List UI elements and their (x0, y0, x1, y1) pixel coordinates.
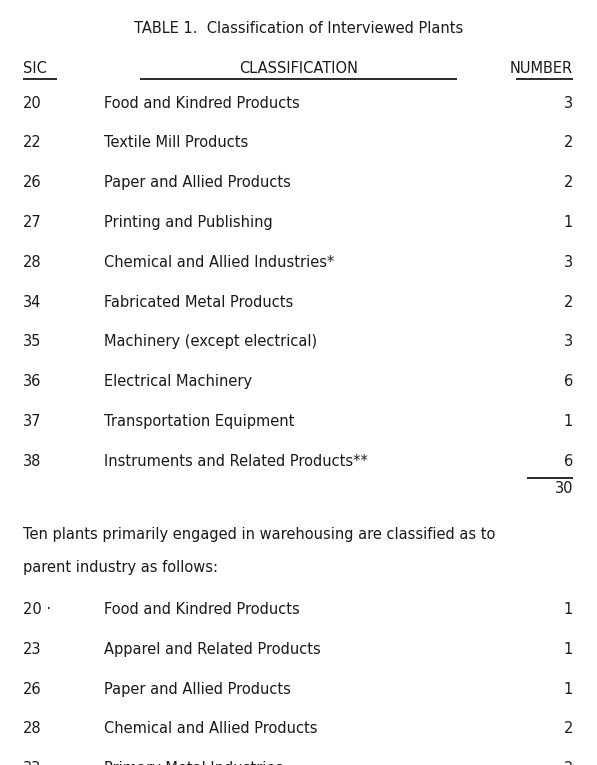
Text: Fabricated Metal Products: Fabricated Metal Products (104, 295, 294, 310)
Text: 28: 28 (23, 255, 41, 270)
Text: 6: 6 (564, 374, 573, 389)
Text: TABLE 1.  Classification of Interviewed Plants: TABLE 1. Classification of Interviewed P… (134, 21, 463, 37)
Text: 27: 27 (23, 215, 41, 230)
Text: 6: 6 (564, 454, 573, 469)
Text: parent industry as follows:: parent industry as follows: (23, 560, 218, 575)
Text: Machinery (except electrical): Machinery (except electrical) (104, 334, 318, 350)
Text: Printing and Publishing: Printing and Publishing (104, 215, 273, 230)
Text: 3: 3 (564, 255, 573, 270)
Text: Paper and Allied Products: Paper and Allied Products (104, 682, 291, 697)
Text: 33: 33 (23, 761, 41, 765)
Text: 20 ·: 20 · (23, 602, 51, 617)
Text: 2: 2 (564, 135, 573, 151)
Text: 1: 1 (564, 682, 573, 697)
Text: 3: 3 (564, 334, 573, 350)
Text: 34: 34 (23, 295, 41, 310)
Text: Apparel and Related Products: Apparel and Related Products (104, 642, 321, 657)
Text: 23: 23 (23, 642, 41, 657)
Text: 38: 38 (23, 454, 41, 469)
Text: 2: 2 (564, 295, 573, 310)
Text: Electrical Machinery: Electrical Machinery (104, 374, 253, 389)
Text: 1: 1 (564, 642, 573, 657)
Text: 1: 1 (564, 215, 573, 230)
Text: Chemical and Allied Industries*: Chemical and Allied Industries* (104, 255, 335, 270)
Text: 35: 35 (23, 334, 41, 350)
Text: 26: 26 (23, 682, 41, 697)
Text: Chemical and Allied Products: Chemical and Allied Products (104, 721, 318, 737)
Text: Food and Kindred Products: Food and Kindred Products (104, 96, 300, 111)
Text: 1: 1 (564, 602, 573, 617)
Text: 1: 1 (564, 414, 573, 429)
Text: Food and Kindred Products: Food and Kindred Products (104, 602, 300, 617)
Text: 2: 2 (564, 721, 573, 737)
Text: Instruments and Related Products**: Instruments and Related Products** (104, 454, 368, 469)
Text: CLASSIFICATION: CLASSIFICATION (239, 61, 358, 76)
Text: NUMBER: NUMBER (510, 61, 573, 76)
Text: Primary Metal Industries: Primary Metal Industries (104, 761, 284, 765)
Text: 22: 22 (23, 135, 41, 151)
Text: 36: 36 (23, 374, 41, 389)
Text: Ten plants primarily engaged in warehousing are classified as to: Ten plants primarily engaged in warehous… (23, 526, 495, 542)
Text: 30: 30 (555, 480, 573, 496)
Text: 37: 37 (23, 414, 41, 429)
Text: 3: 3 (564, 96, 573, 111)
Text: 26: 26 (23, 175, 41, 190)
Text: Textile Mill Products: Textile Mill Products (104, 135, 249, 151)
Text: SIC: SIC (23, 61, 47, 76)
Text: 20: 20 (23, 96, 41, 111)
Text: 2: 2 (564, 175, 573, 190)
Text: Transportation Equipment: Transportation Equipment (104, 414, 295, 429)
Text: Paper and Allied Products: Paper and Allied Products (104, 175, 291, 190)
Text: 2: 2 (564, 761, 573, 765)
Text: 28: 28 (23, 721, 41, 737)
